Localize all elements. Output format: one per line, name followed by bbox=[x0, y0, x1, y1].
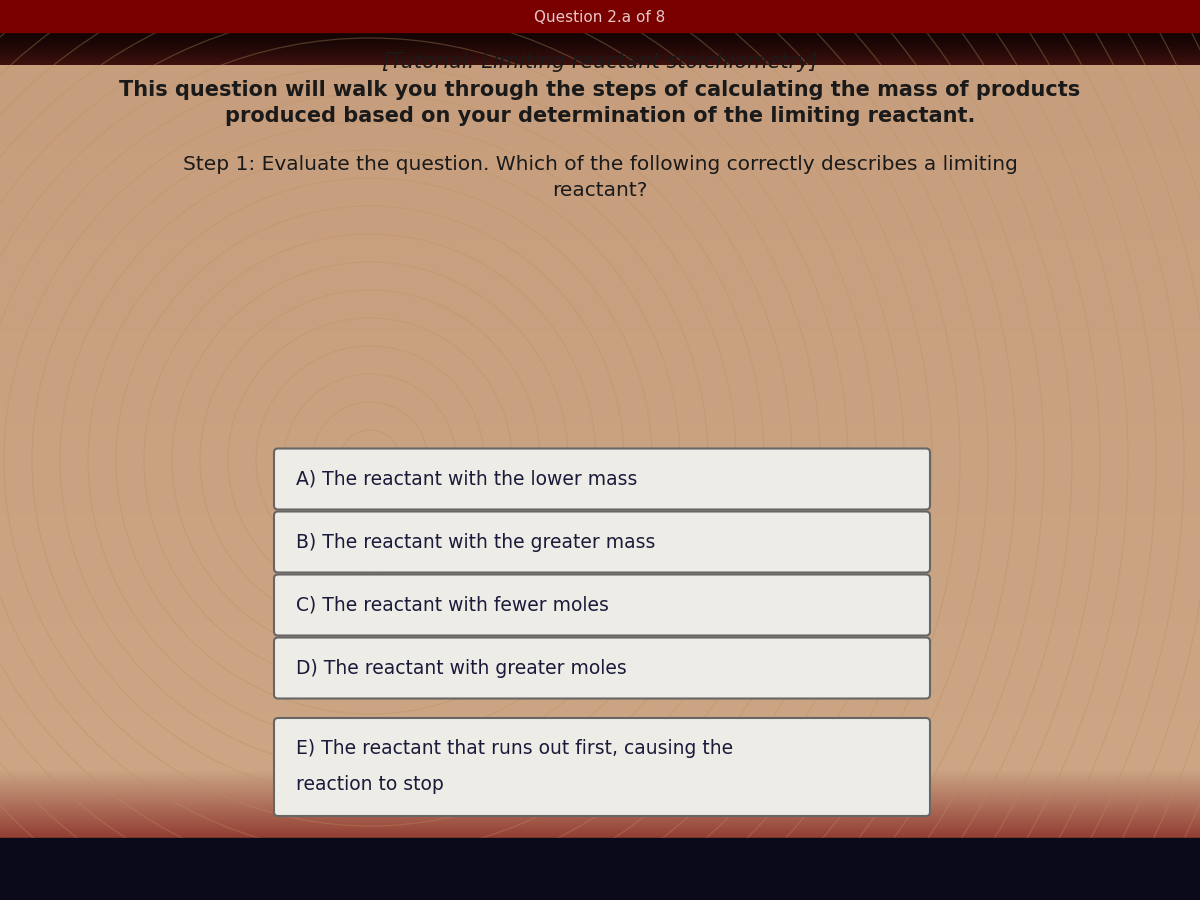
FancyBboxPatch shape bbox=[274, 511, 930, 572]
Text: [Tutorial: Limiting reactant stoichiometry]: [Tutorial: Limiting reactant stoichiomet… bbox=[382, 52, 818, 72]
Bar bbox=[0, 0, 1200, 32]
Text: A) The reactant with the lower mass: A) The reactant with the lower mass bbox=[296, 470, 637, 489]
Text: Step 1: Evaluate the question. Which of the following correctly describes a limi: Step 1: Evaluate the question. Which of … bbox=[182, 156, 1018, 175]
Text: D) The reactant with greater moles: D) The reactant with greater moles bbox=[296, 659, 626, 678]
Text: reactant?: reactant? bbox=[552, 181, 648, 200]
Text: produced based on your determination of the limiting reactant.: produced based on your determination of … bbox=[224, 106, 976, 126]
FancyBboxPatch shape bbox=[274, 574, 930, 635]
Text: C) The reactant with fewer moles: C) The reactant with fewer moles bbox=[296, 596, 608, 615]
FancyBboxPatch shape bbox=[274, 448, 930, 509]
FancyBboxPatch shape bbox=[274, 718, 930, 816]
Text: E) The reactant that runs out first, causing the: E) The reactant that runs out first, cau… bbox=[296, 740, 733, 759]
Text: Question 2.a of 8: Question 2.a of 8 bbox=[534, 11, 666, 25]
Text: B) The reactant with the greater mass: B) The reactant with the greater mass bbox=[296, 533, 655, 552]
Text: This question will walk you through the steps of calculating the mass of product: This question will walk you through the … bbox=[119, 80, 1081, 100]
Bar bbox=[0, 838, 1200, 900]
FancyBboxPatch shape bbox=[274, 637, 930, 698]
Text: reaction to stop: reaction to stop bbox=[296, 776, 444, 795]
